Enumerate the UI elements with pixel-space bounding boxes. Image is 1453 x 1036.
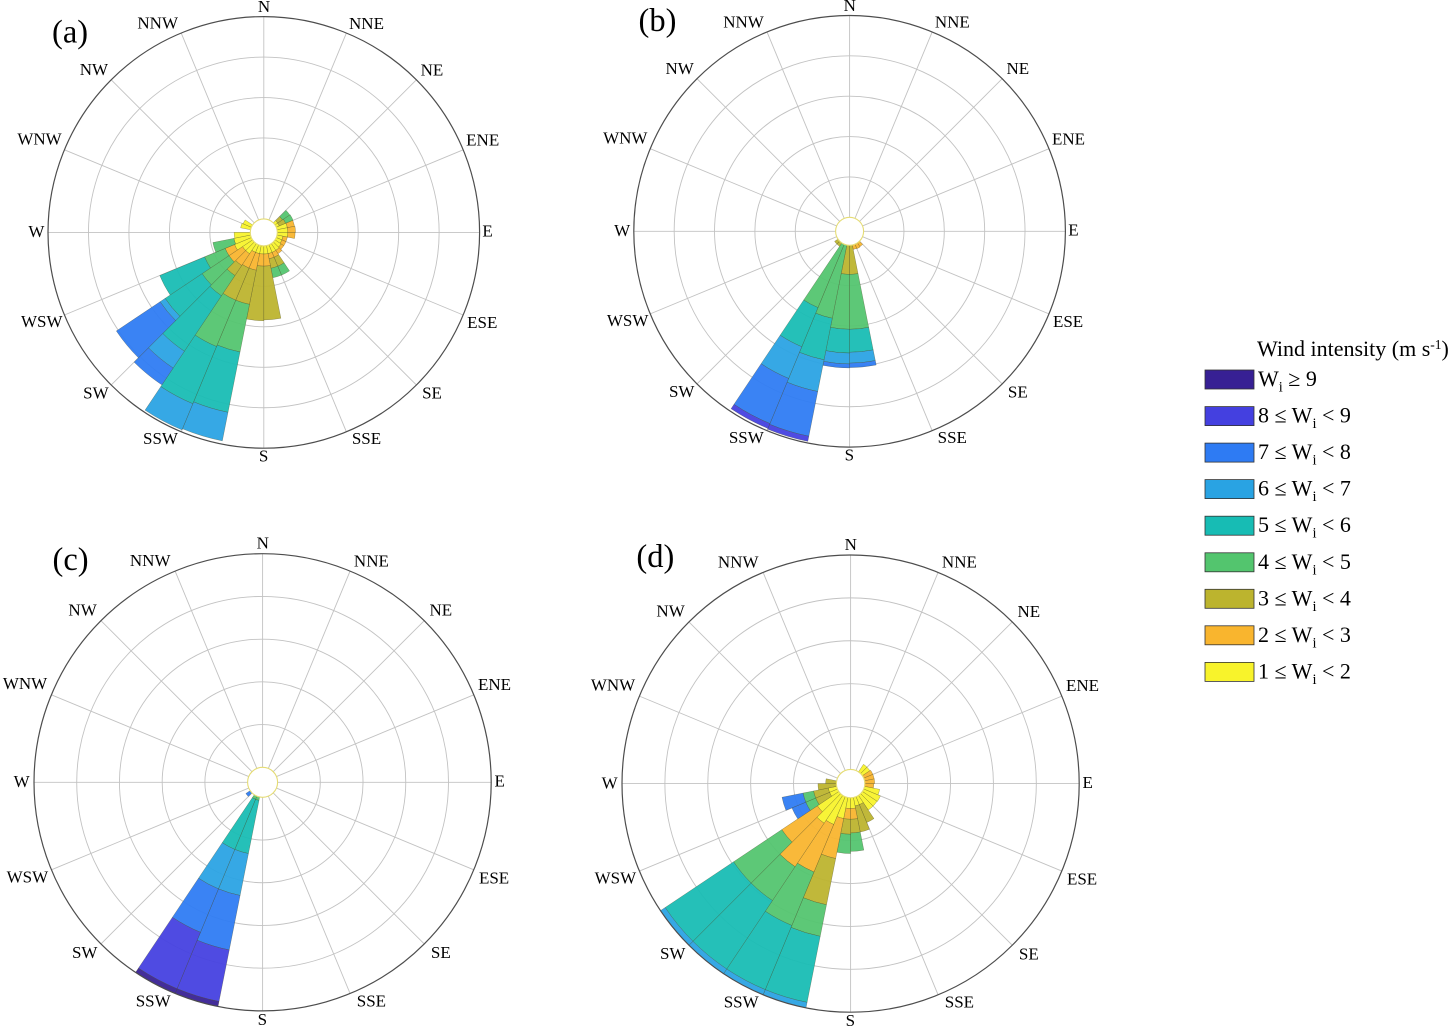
svg-text:S: S xyxy=(845,445,854,464)
svg-text:E: E xyxy=(1083,773,1093,792)
svg-text:(b): (b) xyxy=(639,3,677,39)
svg-text:SE: SE xyxy=(431,943,451,962)
svg-text:S: S xyxy=(846,1011,855,1030)
svg-text:ENE: ENE xyxy=(466,130,499,149)
svg-text:SE: SE xyxy=(1019,944,1039,963)
svg-text:3 ≤ Wi < 4: 3 ≤ Wi < 4 xyxy=(1258,585,1351,615)
svg-text:NE: NE xyxy=(429,601,452,620)
svg-text:ENE: ENE xyxy=(1066,676,1099,695)
svg-text:N: N xyxy=(845,535,857,554)
svg-text:N: N xyxy=(257,534,269,553)
svg-text:NE: NE xyxy=(1006,59,1029,78)
svg-text:NNW: NNW xyxy=(130,551,172,570)
svg-text:2 ≤ Wi < 3: 2 ≤ Wi < 3 xyxy=(1258,622,1351,652)
svg-text:NNE: NNE xyxy=(354,551,389,570)
svg-text:ENE: ENE xyxy=(478,675,511,694)
svg-text:WSW: WSW xyxy=(7,867,50,886)
svg-text:N: N xyxy=(258,0,270,16)
svg-text:W: W xyxy=(614,221,631,240)
svg-text:W: W xyxy=(28,222,45,241)
svg-text:ESE: ESE xyxy=(1067,870,1097,889)
svg-text:SW: SW xyxy=(669,382,695,401)
svg-text:Wi ≥ 9: Wi ≥ 9 xyxy=(1258,366,1317,396)
svg-text:SW: SW xyxy=(72,943,98,962)
svg-text:WSW: WSW xyxy=(595,869,638,888)
svg-text:5 ≤ Wi < 6: 5 ≤ Wi < 6 xyxy=(1258,512,1351,542)
svg-text:ESE: ESE xyxy=(467,313,497,332)
svg-text:NNW: NNW xyxy=(718,552,760,571)
svg-text:ESE: ESE xyxy=(1053,312,1083,331)
svg-text:SSW: SSW xyxy=(136,991,172,1010)
svg-text:SSW: SSW xyxy=(724,993,760,1012)
svg-text:(c): (c) xyxy=(53,542,89,578)
svg-text:NW: NW xyxy=(656,602,685,621)
svg-text:7 ≤ Wi < 8: 7 ≤ Wi < 8 xyxy=(1258,439,1351,469)
svg-text:E: E xyxy=(482,222,492,241)
svg-text:SW: SW xyxy=(83,383,109,402)
svg-text:SSE: SSE xyxy=(357,991,386,1010)
svg-text:W: W xyxy=(14,772,31,791)
svg-text:NNW: NNW xyxy=(723,12,765,31)
svg-text:NNE: NNE xyxy=(942,553,977,572)
svg-text:ESE: ESE xyxy=(479,868,509,887)
svg-text:S: S xyxy=(259,447,268,466)
svg-text:NE: NE xyxy=(1017,602,1040,621)
svg-text:S: S xyxy=(258,1010,267,1029)
svg-text:(a): (a) xyxy=(52,14,88,50)
svg-text:(d): (d) xyxy=(636,539,674,575)
svg-text:WSW: WSW xyxy=(21,312,64,331)
svg-text:NW: NW xyxy=(666,59,695,78)
svg-text:1 ≤ Wi < 2: 1 ≤ Wi < 2 xyxy=(1258,658,1351,688)
svg-text:NW: NW xyxy=(68,600,97,619)
svg-text:WSW: WSW xyxy=(607,311,650,330)
svg-text:SE: SE xyxy=(422,384,442,403)
svg-text:Wind intensity (m s-1): Wind intensity (m s-1) xyxy=(1257,336,1449,361)
svg-text:SSE: SSE xyxy=(938,428,967,447)
svg-text:SSW: SSW xyxy=(729,428,765,447)
svg-text:NNE: NNE xyxy=(349,14,384,33)
svg-text:SSW: SSW xyxy=(143,429,179,448)
svg-text:WNW: WNW xyxy=(591,675,636,694)
svg-text:N: N xyxy=(844,0,856,15)
svg-text:SSE: SSE xyxy=(352,429,381,448)
svg-text:ENE: ENE xyxy=(1052,129,1085,148)
svg-text:NE: NE xyxy=(421,60,444,79)
svg-text:NNW: NNW xyxy=(137,13,179,32)
svg-text:NNE: NNE xyxy=(935,13,970,32)
svg-text:SE: SE xyxy=(1008,382,1028,401)
svg-text:E: E xyxy=(1068,221,1078,240)
svg-text:4 ≤ Wi < 5: 4 ≤ Wi < 5 xyxy=(1258,549,1351,579)
svg-text:E: E xyxy=(495,772,505,791)
svg-text:WNW: WNW xyxy=(17,130,62,149)
svg-text:NW: NW xyxy=(80,60,109,79)
svg-text:WNW: WNW xyxy=(603,128,648,147)
svg-text:8 ≤ Wi < 9: 8 ≤ Wi < 9 xyxy=(1258,403,1351,433)
svg-text:6 ≤ Wi < 7: 6 ≤ Wi < 7 xyxy=(1258,476,1351,506)
svg-text:WNW: WNW xyxy=(3,674,48,693)
svg-text:SSE: SSE xyxy=(945,993,974,1012)
svg-text:SW: SW xyxy=(660,944,686,963)
svg-text:W: W xyxy=(602,773,619,792)
